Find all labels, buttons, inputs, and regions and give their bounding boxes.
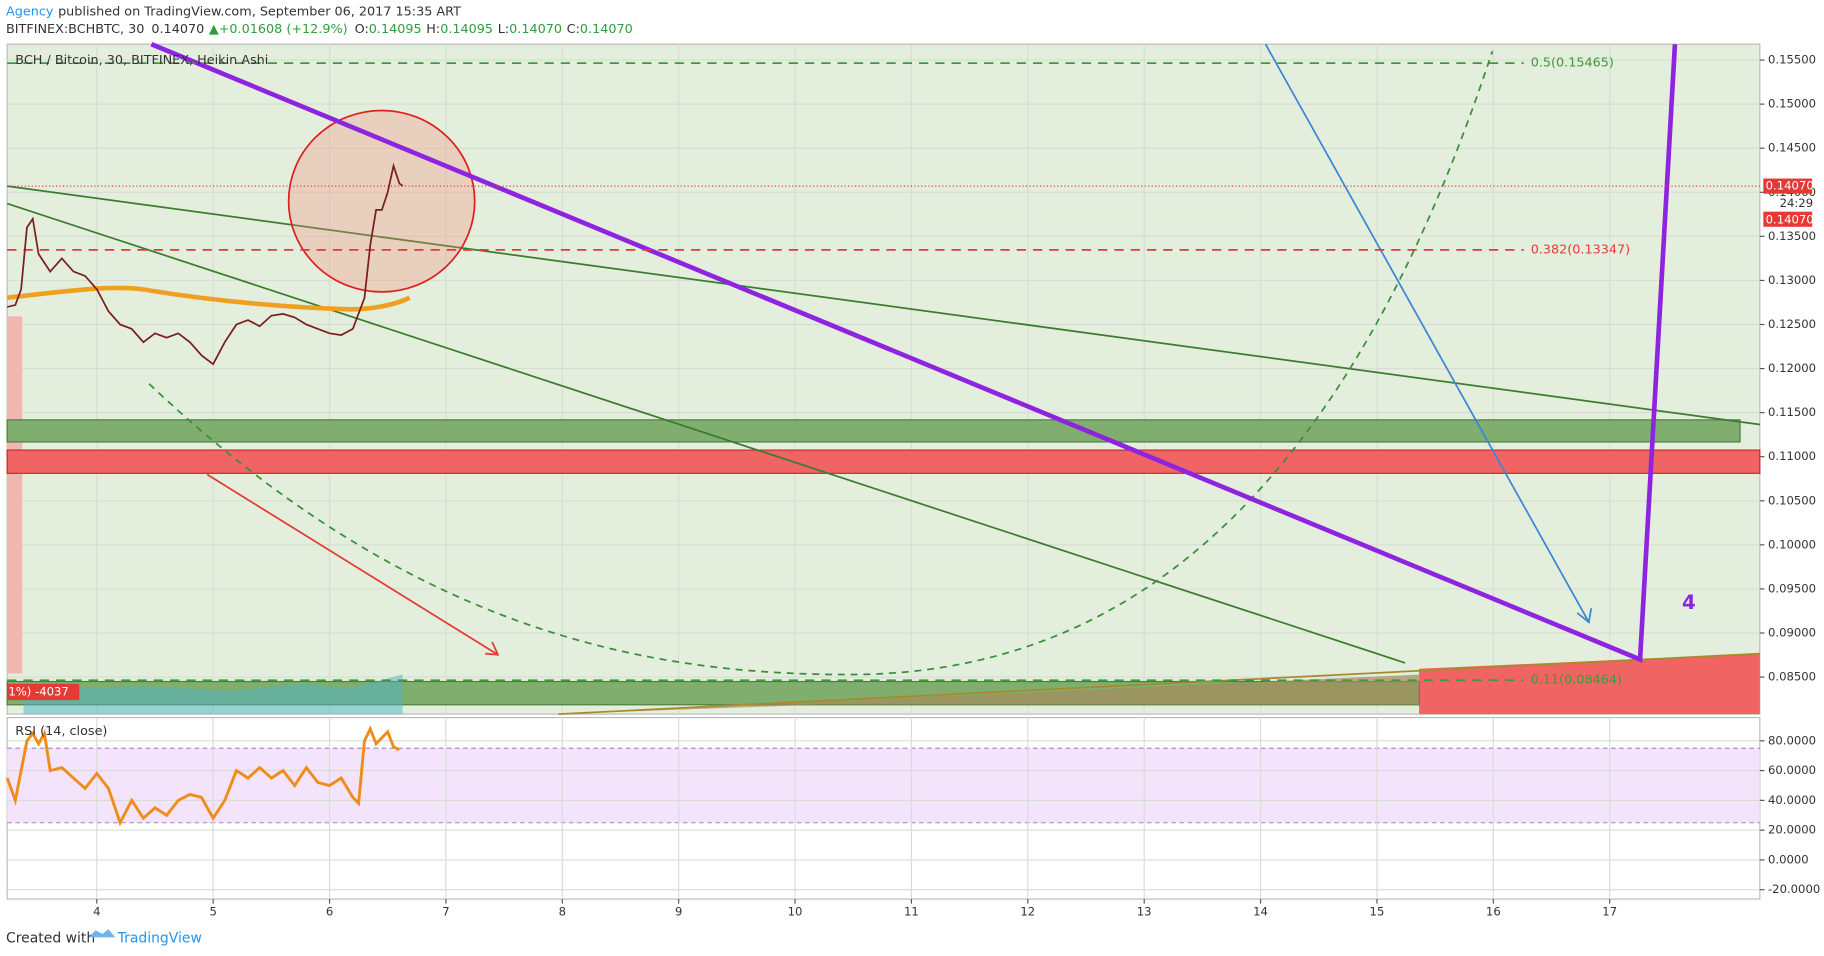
x-tick-label: 11 bbox=[904, 904, 919, 918]
countdown: 24:29 bbox=[1780, 196, 1814, 210]
ema bbox=[6, 285, 411, 312]
trendline bbox=[7, 185, 1760, 426]
ohlc-key: C: bbox=[567, 22, 580, 37]
overlap-zone bbox=[558, 674, 1420, 715]
y-tick-label: 0.10000 bbox=[1768, 537, 1816, 551]
x-tick-label: 14 bbox=[1253, 904, 1268, 918]
y-tick-label: 0.13000 bbox=[1768, 273, 1816, 287]
y-tick-label: 0.12500 bbox=[1768, 317, 1816, 331]
header-line: Agency published on TradingView.com, Sept… bbox=[6, 4, 461, 19]
x-tick-label: 13 bbox=[1137, 904, 1152, 918]
fib-label: 0.5(0.15465) bbox=[1531, 56, 1614, 71]
arrow bbox=[206, 473, 499, 656]
y-tick-label: -20.0000 bbox=[1768, 882, 1820, 896]
annotation: 4 bbox=[1682, 591, 1696, 614]
ohlc-value: 0.14070 bbox=[509, 22, 562, 37]
support-zone bbox=[6, 419, 1741, 443]
ohlc-key: H: bbox=[426, 22, 440, 37]
x-tick-label: 4 bbox=[93, 904, 100, 918]
y-tick-label: 20.0000 bbox=[1768, 823, 1816, 837]
arrow-head bbox=[485, 641, 500, 656]
x-tick-label: 8 bbox=[559, 904, 566, 918]
y-tick-label: 80.0000 bbox=[1768, 733, 1816, 747]
x-tick-label: 6 bbox=[326, 904, 333, 918]
x-tick-label: 7 bbox=[442, 904, 449, 918]
price-panel bbox=[6, 43, 1761, 715]
published: published on TradingView.com, September … bbox=[58, 4, 461, 19]
chart-title: BCH / Bitcoin, 30, BITFINEX, Heikin Ashi bbox=[15, 53, 268, 68]
arrow bbox=[1264, 43, 1590, 623]
y-tick-label: 0.14500 bbox=[1768, 141, 1816, 155]
ohlc-value: 0.14095 bbox=[369, 22, 422, 37]
footer-created: Created with bbox=[6, 931, 95, 947]
y-tick-label: 0.15000 bbox=[1768, 97, 1816, 111]
y-tick-label: 0.08500 bbox=[1768, 670, 1816, 684]
ohlc-value: 0.14070 bbox=[580, 22, 633, 37]
ohlc-key: L: bbox=[498, 22, 509, 37]
fib-label: 0.382(0.13347) bbox=[1531, 242, 1630, 257]
x-tick-label: 10 bbox=[788, 904, 803, 918]
x-tick-label: 9 bbox=[675, 904, 682, 918]
fib-label: 0.11(0.08464) bbox=[1531, 673, 1622, 688]
volume-tag-bg bbox=[7, 683, 80, 701]
y-tick-label: 0.09000 bbox=[1768, 625, 1816, 639]
symbol-line: BITFINEX:BCHBTC, 30 0.14070 ▲+0.01608 (+12… bbox=[6, 22, 633, 37]
rsi-panel bbox=[5, 717, 1761, 900]
symbol: BITFINEX:BCHBTC, 30 bbox=[6, 22, 144, 37]
highlight-circle bbox=[287, 109, 476, 293]
x-tick-label: 5 bbox=[209, 904, 216, 918]
price: 0.14070 bbox=[151, 22, 204, 37]
y-axis: 80.0000 60.0000 40.0000 20.0000 0.0000 -20.00… bbox=[1759, 733, 1820, 896]
trendline bbox=[6, 202, 1406, 664]
rsi-title: RSI (14, close) bbox=[15, 724, 107, 739]
change: ▲+0.01608 (+12.9%) bbox=[209, 22, 348, 37]
y-tick-label: 0.15500 bbox=[1768, 53, 1816, 67]
panel-bg bbox=[6, 43, 1761, 715]
y-tick-label: 0.11500 bbox=[1768, 405, 1816, 419]
price-tag: 0.14070 bbox=[1766, 179, 1814, 193]
x-tick-label: 17 bbox=[1602, 904, 1617, 918]
series-line bbox=[5, 725, 401, 827]
resistance-zone bbox=[6, 449, 1761, 474]
red-zone bbox=[1419, 653, 1760, 715]
y-tick-label: 0.09500 bbox=[1768, 581, 1816, 595]
y-tick-label: 60.0000 bbox=[1768, 763, 1816, 777]
y-tick-label: 0.0000 bbox=[1768, 852, 1809, 866]
volume-area bbox=[23, 674, 403, 715]
y-tick-label: 40.0000 bbox=[1768, 793, 1816, 807]
ohlc-value: 0.14095 bbox=[440, 22, 493, 37]
y-axis: 0.155000.150000.145000.140000.135000.130… bbox=[1759, 53, 1816, 684]
drawings bbox=[6, 42, 1761, 715]
y-tick-label: 0.11000 bbox=[1768, 449, 1816, 463]
footer-brand[interactable]: TradingView bbox=[117, 931, 202, 947]
trendline bbox=[558, 652, 1760, 715]
price-tag-bg bbox=[1763, 211, 1813, 227]
y-tick-label: 0.13500 bbox=[1768, 229, 1816, 243]
x-tick-label: 16 bbox=[1486, 904, 1501, 918]
y-tick-label: 0.10500 bbox=[1768, 493, 1816, 507]
series-line bbox=[6, 162, 404, 366]
x-tick-label: 15 bbox=[1370, 904, 1385, 918]
x-tick-label: 12 bbox=[1020, 904, 1035, 918]
author[interactable]: Agency bbox=[6, 4, 54, 19]
price-tag-bg bbox=[1763, 178, 1813, 194]
rsi-band bbox=[7, 748, 1760, 823]
arrow-head bbox=[1576, 608, 1593, 624]
bid-tag: 0.14070 bbox=[1766, 212, 1814, 226]
y-tick-label: 0.12000 bbox=[1768, 361, 1816, 375]
ohlc-key: O: bbox=[355, 22, 369, 37]
logo bbox=[88, 929, 116, 938]
volume-tag: 1%) -4037 bbox=[8, 684, 68, 698]
volume-bar bbox=[7, 316, 23, 674]
arc bbox=[148, 50, 1494, 676]
